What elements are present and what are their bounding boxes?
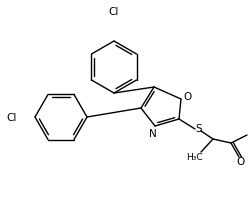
Text: N: N [149,128,157,138]
Text: OH: OH [248,127,249,137]
Text: Cl: Cl [7,112,17,122]
Text: O: O [237,156,245,166]
Text: Cl: Cl [109,7,119,17]
Text: S: S [196,123,202,133]
Text: O: O [184,92,192,101]
Text: H₃C: H₃C [186,153,202,162]
